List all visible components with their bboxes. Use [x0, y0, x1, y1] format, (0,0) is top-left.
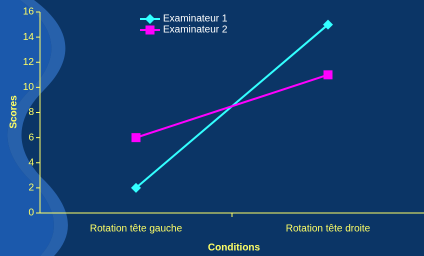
x-tick-label: Rotation tête droite	[286, 224, 371, 235]
y-tick-label: 8	[28, 107, 34, 118]
x-axis-title: Conditions	[208, 243, 261, 254]
y-tick-label: 6	[28, 132, 34, 143]
legend-label: Examinateur 1	[163, 14, 228, 25]
y-tick-label: 4	[28, 157, 34, 168]
y-tick-label: 14	[23, 32, 35, 43]
legend-label: Examinateur 2	[163, 25, 228, 36]
x-tick-label: Rotation tête gauche	[90, 224, 183, 235]
marker	[146, 26, 155, 35]
marker	[132, 133, 141, 142]
y-tick-label: 0	[28, 208, 34, 219]
y-tick-label: 12	[23, 57, 35, 68]
y-tick-label: 16	[23, 7, 35, 18]
y-tick-label: 10	[23, 82, 35, 93]
y-tick-label: 2	[28, 183, 34, 194]
y-axis-title: Scores	[9, 95, 20, 129]
marker	[324, 70, 333, 79]
chart: Scores Conditions 0 2 4 6 8 10 12 14 16 Rotation …	[0, 0, 424, 256]
